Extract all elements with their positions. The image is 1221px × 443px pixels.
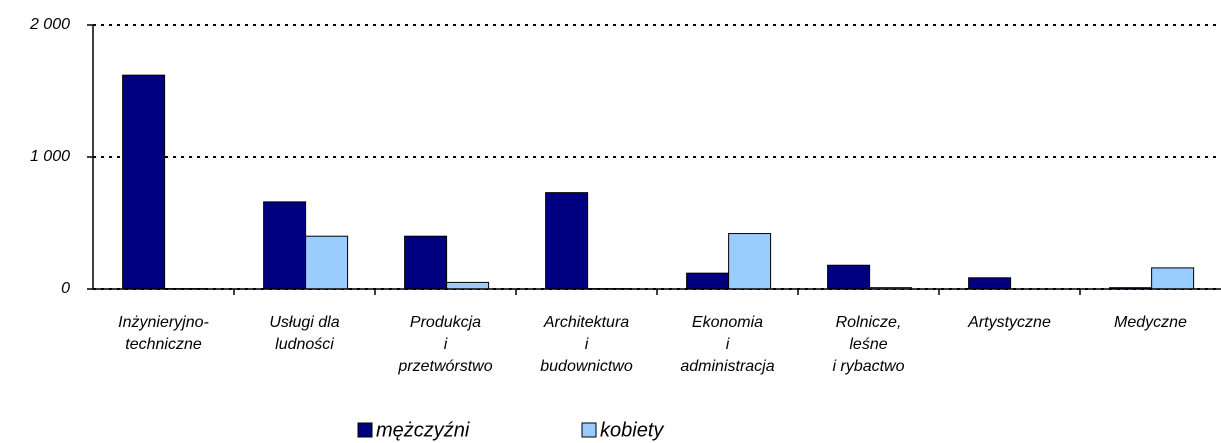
x-tick-label: Usługi dla ludności [269, 314, 339, 353]
bar [728, 233, 772, 290]
bar [827, 264, 871, 290]
legend-swatch [581, 422, 597, 438]
legend-label: mężczyźni [376, 419, 470, 441]
y-tick-label: 0 [61, 280, 70, 297]
x-tick-label: Inżynieryjno-techniczne [118, 314, 209, 353]
bar [263, 201, 307, 290]
x-tick-label: Artystyczne [967, 314, 1051, 331]
x-tick-label: Ekonomia i administracja [680, 314, 774, 375]
x-tick-label: Architektura i budownictwo [540, 314, 633, 375]
x-tick-label: Rolnicze, leśne i rybactwo [832, 314, 904, 375]
x-tick-label: Medyczne [1114, 314, 1187, 331]
y-tick-label: 1 000 [30, 148, 70, 165]
bar [686, 272, 730, 290]
y-tick-label: 2 000 [29, 16, 70, 33]
bar [305, 235, 349, 290]
bar [545, 192, 589, 290]
legend-label: kobiety [600, 419, 664, 441]
bar [968, 277, 1012, 290]
x-tick-label: Produkcja i przetwórstwo [397, 314, 492, 375]
bar [446, 281, 490, 290]
bar [1151, 267, 1195, 290]
bar [122, 74, 166, 290]
bar [404, 235, 448, 290]
legend-swatch [357, 422, 373, 438]
